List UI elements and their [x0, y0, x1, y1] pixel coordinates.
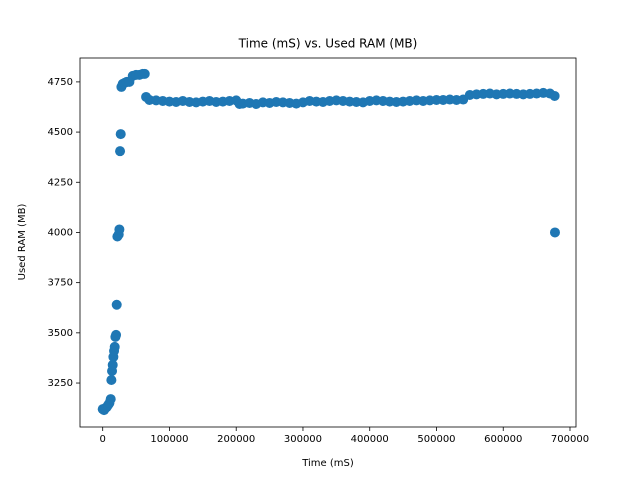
- data-point: [114, 224, 125, 235]
- data-point: [105, 394, 116, 405]
- x-tick-label: 600000: [484, 434, 522, 445]
- x-tick-label: 200000: [217, 434, 255, 445]
- y-axis-label: Used RAM (MB): [17, 204, 28, 281]
- x-tick-label: 300000: [284, 434, 322, 445]
- data-point: [115, 146, 126, 157]
- plot-frame: [79, 57, 577, 428]
- y-tick-label: 4750: [48, 77, 73, 88]
- data-point: [111, 299, 122, 310]
- data-point: [549, 227, 560, 238]
- x-tick-label: 100000: [150, 434, 188, 445]
- x-axis-label: Time (mS): [301, 458, 354, 469]
- y-tick-label: 4000: [48, 227, 73, 238]
- x-tick-label: 0: [100, 434, 106, 445]
- y-tick-label: 4250: [48, 177, 73, 188]
- y-tick-label: 3750: [48, 278, 73, 289]
- data-point: [139, 68, 150, 79]
- y-tick-label: 4500: [48, 127, 73, 138]
- x-tick-label: 700000: [551, 434, 589, 445]
- y-tick-label: 3250: [48, 378, 73, 389]
- x-tick-label: 500000: [417, 434, 455, 445]
- data-point: [549, 90, 560, 101]
- data-point: [111, 329, 122, 340]
- chart-title: Time (mS) vs. Used RAM (MB): [238, 37, 418, 51]
- data-point: [115, 129, 126, 140]
- data-point: [109, 341, 120, 352]
- data-point: [107, 359, 118, 370]
- x-tick-label: 400000: [351, 434, 389, 445]
- data-point: [106, 375, 117, 386]
- y-tick-label: 3500: [48, 328, 73, 339]
